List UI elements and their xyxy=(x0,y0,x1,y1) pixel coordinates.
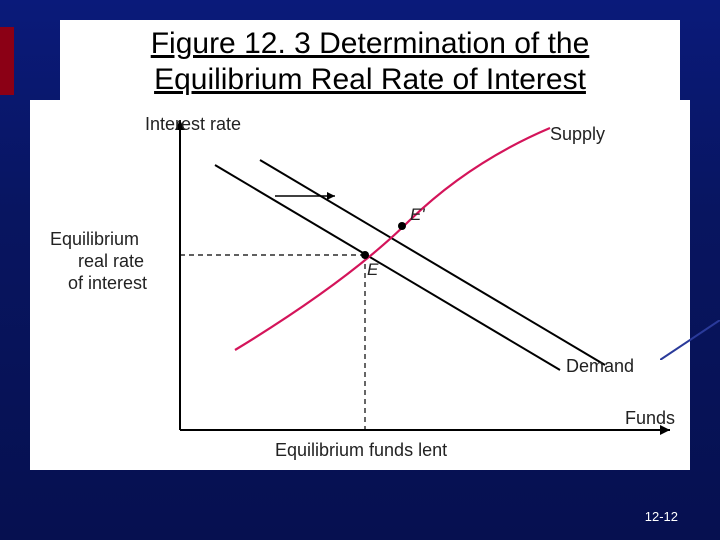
chart-panel: E E' Interest rate Funds Supply Demand Equilib… xyxy=(30,100,690,470)
svg-text:E': E' xyxy=(410,205,425,224)
title-line2: Equilibrium Real Rate of Interest xyxy=(154,63,586,96)
page-number: 12-12 xyxy=(645,509,678,524)
corner-decoration xyxy=(660,320,720,360)
accent-bar xyxy=(0,27,14,95)
svg-text:Supply: Supply xyxy=(550,124,605,144)
svg-text:Interest rate: Interest rate xyxy=(145,114,241,134)
svg-text:Equilibrium funds lent: Equilibrium funds lent xyxy=(275,440,447,460)
slide-title: Figure 12. 3 Determination of the Equili… xyxy=(60,20,680,106)
svg-text:real rate: real rate xyxy=(78,251,144,271)
svg-text:of interest: of interest xyxy=(68,273,147,293)
svg-text:Funds: Funds xyxy=(625,408,675,428)
title-line1: Figure 12. 3 Determination of the xyxy=(151,27,590,60)
svg-text:E: E xyxy=(367,260,379,279)
supply-demand-chart: E E' Interest rate Funds Supply Demand Equilib… xyxy=(30,100,690,470)
svg-text:Demand: Demand xyxy=(566,356,634,376)
svg-text:Equilibrium: Equilibrium xyxy=(50,229,139,249)
